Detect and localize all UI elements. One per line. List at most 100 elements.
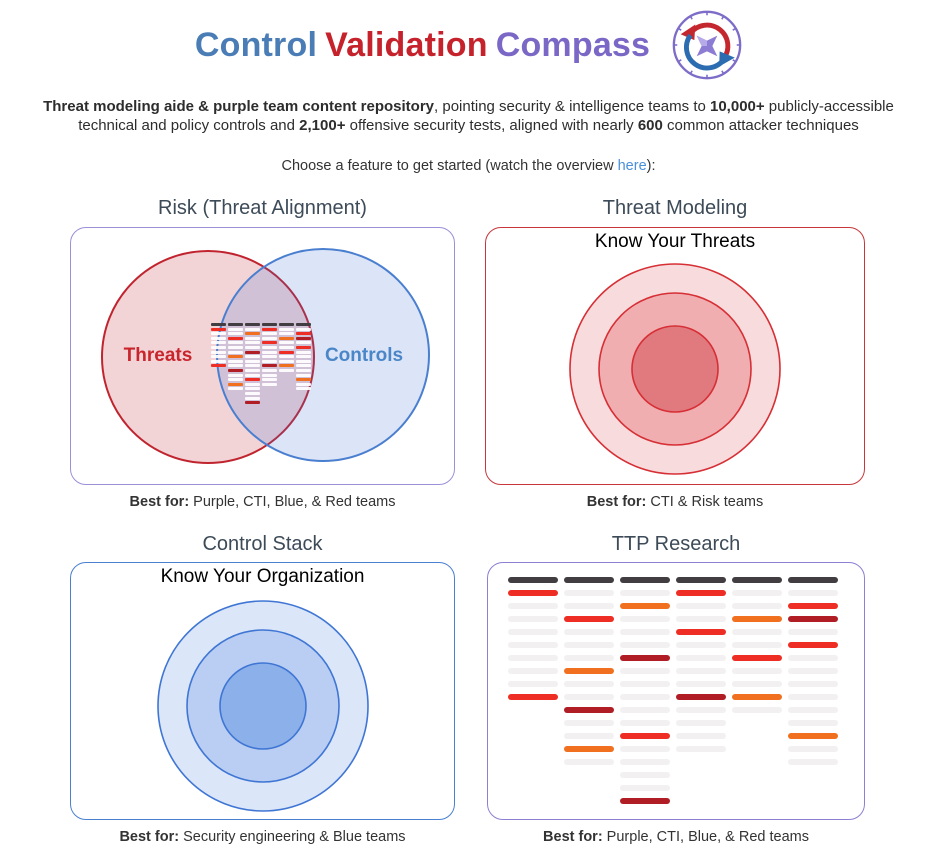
overview-link[interactable]: here [617,158,647,174]
matrix-bar-light [262,332,277,336]
control-stack-caption: Best for: Security engineering & Blue te… [70,829,455,845]
matrix-bar-dark [228,323,243,326]
matrix-bar-dark [508,577,558,583]
matrix-bar-light [245,373,260,377]
matrix-bar-light [564,681,614,687]
matrix-bar-light [279,368,294,372]
matrix-bar-light [788,629,838,635]
matrix-bar-red [262,327,277,331]
matrix-bar-light [676,642,726,648]
matrix-bar-light [245,368,260,372]
venn-mini-matrix [211,323,311,405]
matrix-bar-light [228,345,243,349]
matrix-bar-dark [788,577,838,583]
matrix-bar-light [508,603,558,609]
matrix-bar-light [279,355,294,359]
matrix-bar-light [732,668,782,674]
matrix-bar-crimson [620,798,670,804]
matrix-bar-light [564,694,614,700]
matrix-bar-light [262,350,277,354]
matrix-bar-light [211,355,226,359]
matrix-bar-red [279,350,294,354]
matrix-bar-dark [262,323,277,326]
matrix-bar-light [228,341,243,345]
title-validation: Validation [325,25,488,64]
matrix-bar-light [676,668,726,674]
compass-blue-arrowhead-icon [719,51,735,67]
matrix-bar-light [620,720,670,726]
matrix-bar-light [245,341,260,345]
matrix-column [262,323,277,404]
matrix-bar-orange [296,378,311,382]
matrix-bar-light [676,720,726,726]
matrix-bar-red [245,378,260,382]
matrix-bar-light [788,694,838,700]
matrix-bar-light [620,616,670,622]
matrix-bar-light [564,733,614,739]
matrix-bar-orange [279,336,294,340]
controls-circle [216,248,430,462]
matrix-bar-light [732,681,782,687]
matrix-bar-light [676,746,726,752]
intro-text-segment: technical and policy controls and [78,117,300,134]
intro-text-segment: offensive security tests, aligned with n… [345,117,638,134]
compass-blue-arrow-icon [684,33,726,71]
matrix-bar-dark [564,577,614,583]
intro-text-segment: common attacker techniques [662,117,859,134]
matrix-bar-orange [564,668,614,674]
feature-card-threat-modeling[interactable]: Know Your Threats [485,227,865,485]
matrix-bar-light [564,642,614,648]
matrix-bar-orange [228,355,243,359]
matrix-bar-light [788,668,838,674]
matrix-bar-crimson [245,350,260,354]
matrix-bar-light [564,629,614,635]
threat-ring-inner [631,325,719,413]
matrix-bar-light [508,642,558,648]
matrix-bar-red [228,336,243,340]
matrix-bar-dark [676,577,726,583]
ttp-research-caption: Best for: Purple, CTI, Blue, & Red teams [487,829,865,845]
matrix-bar-light [228,359,243,363]
matrix-column [245,323,260,405]
matrix-bar-light [564,720,614,726]
matrix-bar-light [279,345,294,349]
feature-card-risk[interactable]: Threats Controls [70,227,455,485]
matrix-bar-light [279,341,294,345]
matrix-bar-red [508,694,558,700]
intro-bold-repository: Threat modeling aide & purple team conte… [43,98,435,115]
matrix-bar-light [228,378,243,382]
matrix-bar-light [228,364,243,368]
matrix-bar-light [245,396,260,400]
title-compass: Compass [495,25,651,64]
intro-text: Threat modeling aide & purple team conte… [0,97,937,135]
feature-card-ttp-research[interactable] [487,562,865,820]
matrix-bar-crimson [788,616,838,622]
matrix-bar-red [676,590,726,596]
matrix-bar-light [564,759,614,765]
matrix-bar-light [296,341,311,345]
matrix-bar-light [245,364,260,368]
matrix-bar-light [620,681,670,687]
matrix-column [620,577,670,804]
choose-suffix: ): [646,158,656,174]
choose-line: Choose a feature to get started (watch t… [0,158,937,174]
matrix-bar-light [620,759,670,765]
matrix-bar-light [211,336,226,340]
matrix-bar-light [620,629,670,635]
matrix-bar-light [620,707,670,713]
matrix-bar-light [279,332,294,336]
matrix-column [296,323,311,404]
matrix-bar-light [245,359,260,363]
feature-card-control-stack[interactable]: Know Your Organization [70,562,455,820]
matrix-bar-light [211,332,226,336]
matrix-bar-crimson [564,707,614,713]
matrix-bar-light [211,350,226,354]
matrix-bar-light [620,746,670,752]
matrix-bar-light [732,603,782,609]
matrix-bar-light [508,629,558,635]
matrix-bar-light [296,359,311,363]
matrix-bar-light [296,364,311,368]
matrix-bar-light [245,387,260,391]
matrix-bar-dark [620,577,670,583]
controls-label: Controls [324,345,404,366]
